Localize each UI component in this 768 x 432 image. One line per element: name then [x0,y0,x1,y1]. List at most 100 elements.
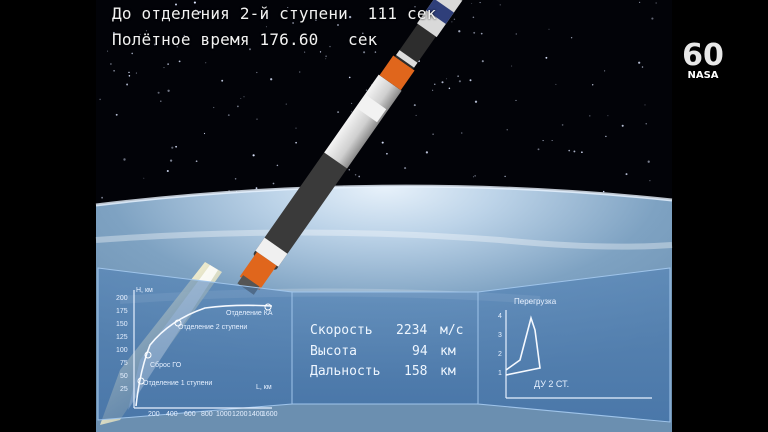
overload-chart [505,310,652,399]
x-tick: 600 [184,411,196,418]
star [432,89,434,91]
time-to-stage-separation: До отделения 2-й ступени 111 сек [112,4,437,23]
star [472,16,475,19]
star [193,1,196,4]
overload-line [505,315,541,376]
star [205,62,207,64]
event-marker-4 [264,303,272,311]
star [287,7,289,8]
star [434,83,436,85]
star [551,140,553,141]
star [319,51,322,53]
star [469,79,472,82]
star [292,22,295,24]
star [325,55,327,58]
star [471,3,473,4]
star [474,100,478,103]
star [511,65,513,67]
overload-y-tick: 4 [498,313,502,320]
star [195,9,197,10]
star [545,56,548,59]
star [299,71,301,73]
star [649,180,651,182]
star [99,98,101,101]
star [591,84,594,86]
y-tick: 125 [116,334,128,341]
star [304,51,306,53]
star [166,169,169,173]
star [227,114,230,116]
star [504,175,506,178]
event-marker-3 [174,319,182,327]
star [432,133,434,135]
star [348,15,352,19]
star [195,160,198,163]
star [157,91,160,94]
star [169,159,173,162]
star [425,151,429,154]
star [415,114,417,116]
star [641,66,644,68]
y-tick: 175 [116,308,128,315]
star [126,83,129,86]
star [358,175,361,178]
star [362,32,364,35]
star [272,182,275,185]
star [325,58,327,60]
speed-label: Скорость [310,323,373,338]
star [153,43,156,46]
star [453,18,456,21]
y-tick: 200 [116,295,128,302]
star [458,30,461,33]
star [145,30,147,32]
star [363,51,366,54]
star [351,102,353,104]
x-tick: 400 [166,411,178,418]
star [542,140,544,142]
star [176,46,179,48]
event-marker-2 [144,351,152,359]
star [448,87,451,90]
star [175,3,177,6]
star [472,176,475,178]
star [515,33,517,35]
star [285,103,287,105]
stars [99,1,657,203]
star [139,33,141,35]
star [479,2,481,4]
star [337,24,339,26]
overload-title: Перегрузка [514,297,557,306]
overload-y-tick: 2 [498,351,502,358]
overload-y-tick: 3 [498,332,502,339]
star [160,100,162,103]
star [175,145,177,148]
star [581,151,583,154]
star [413,104,416,107]
nasa-60-logo: 60 NASA [680,40,726,92]
star [570,37,573,39]
star [354,174,357,176]
star [537,148,540,151]
x-tick: 800 [201,411,213,418]
star [351,111,353,113]
speed-value: 2234 [396,323,428,338]
trajectory-chart [133,290,273,409]
altitude-label: Высота [310,344,357,359]
star [647,160,650,163]
star [123,158,126,161]
range-value: 158 [404,364,428,379]
star [110,63,112,65]
star [365,89,368,91]
star [589,115,591,117]
event-label: Отделение КА [226,310,273,317]
star [499,4,501,6]
star [255,187,258,190]
trajectory-line [135,304,273,407]
star [112,31,115,34]
star [515,99,517,101]
star [131,52,133,55]
flight-time: Полётное время 176.60 сек [112,30,378,49]
y-tick: 50 [120,373,128,380]
star [270,78,273,81]
